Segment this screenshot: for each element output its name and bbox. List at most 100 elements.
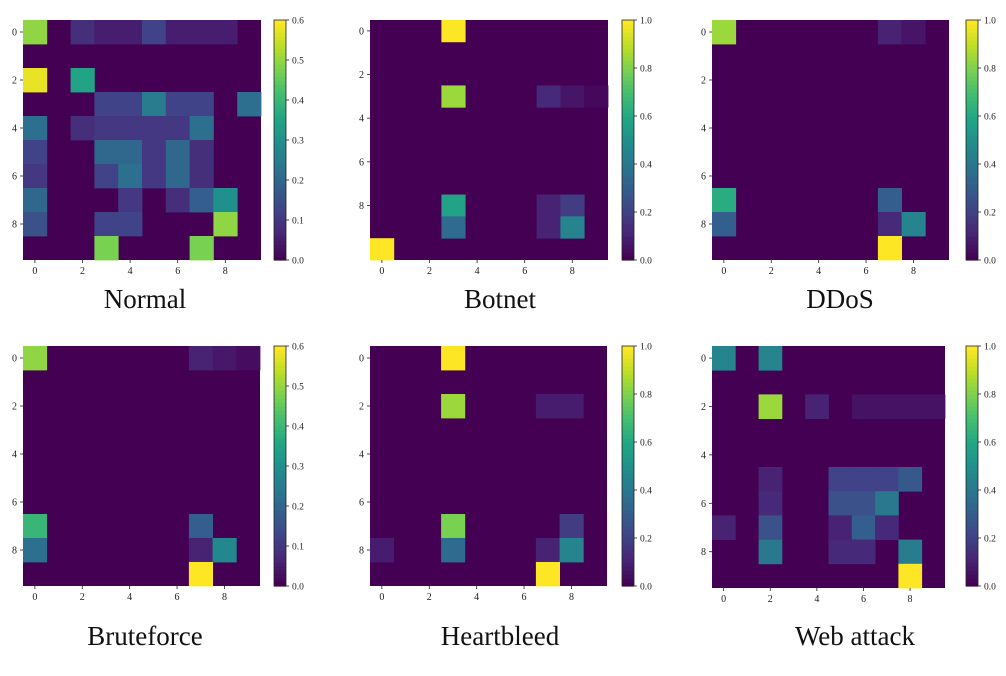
heatmap-cell-r8-c7 bbox=[535, 538, 560, 563]
colorbar-segment bbox=[274, 458, 286, 463]
colorbar-segment bbox=[622, 454, 634, 459]
heatmap-cell-r2-c7 bbox=[535, 394, 560, 419]
heatmap-cell-r9-c7 bbox=[188, 562, 213, 587]
colorbar-segment bbox=[622, 410, 634, 415]
heatmap-cell-r3-c3 bbox=[94, 92, 119, 117]
colorbar-segment bbox=[966, 402, 978, 407]
y-tick-label: 2 bbox=[359, 402, 364, 413]
heatmap-cell-r9-c7 bbox=[189, 236, 214, 261]
colorbar-segment bbox=[274, 530, 286, 535]
heatmap-cell-r8-c7 bbox=[536, 194, 561, 217]
heatmap-cell-r5-c5 bbox=[142, 140, 167, 165]
colorbar-segment bbox=[622, 32, 634, 37]
heatmap-cell-r0-c0 bbox=[23, 20, 48, 45]
colorbar-segment bbox=[966, 56, 978, 61]
colorbar-segment bbox=[622, 450, 634, 455]
heatmap-cell-r8-c7 bbox=[188, 538, 213, 563]
colorbar-segment bbox=[274, 56, 286, 61]
heatmap-cell-r4-c3 bbox=[94, 116, 119, 141]
colorbar-segment bbox=[622, 346, 634, 351]
colorbar-segment bbox=[966, 200, 978, 205]
colorbar-segment bbox=[622, 514, 634, 519]
heatmap-cell-r7-c0 bbox=[23, 188, 48, 213]
colorbar-segment bbox=[274, 414, 286, 419]
colorbar-segment bbox=[966, 80, 978, 85]
colorbar-segment bbox=[966, 104, 978, 109]
colorbar-segment bbox=[622, 350, 634, 355]
panel-caption: Normal bbox=[104, 284, 186, 314]
colorbar-segment bbox=[966, 410, 978, 415]
y-tick-label: 6 bbox=[701, 172, 706, 183]
colorbar-segment bbox=[966, 450, 978, 455]
x-tick-label: 2 bbox=[427, 592, 432, 603]
colorbar-segment bbox=[274, 248, 286, 253]
heatmap-cell-r0-c0 bbox=[23, 346, 48, 371]
colorbar-segment bbox=[966, 354, 978, 359]
colorbar-tick-label: 0.2 bbox=[984, 535, 996, 545]
colorbar-segment bbox=[274, 180, 286, 185]
colorbar-segment bbox=[274, 160, 286, 165]
colorbar-segment bbox=[274, 422, 286, 427]
heatmap-panel-web-attack: 0 2 4 6 8 0 2 4 6 8 0.0 0.2 0.4 0.6 0.8 1.0 Web attack bbox=[701, 343, 996, 652]
colorbar-segment bbox=[966, 442, 978, 447]
colorbar-segment bbox=[966, 550, 978, 555]
colorbar-segment bbox=[274, 80, 286, 85]
heatmap-cell-r7-c0 bbox=[712, 188, 737, 213]
colorbar-segment bbox=[966, 438, 978, 443]
colorbar-segment bbox=[966, 578, 978, 583]
colorbar-segment bbox=[622, 414, 634, 419]
colorbar-segment bbox=[622, 228, 634, 233]
heatmap-cell-r2-c0 bbox=[23, 68, 48, 93]
colorbar-segment bbox=[966, 570, 978, 575]
heatmap-cell-r7-c7 bbox=[877, 188, 902, 213]
colorbar-segment bbox=[622, 554, 634, 559]
colorbar-segment bbox=[274, 502, 286, 507]
colorbar-segment bbox=[966, 554, 978, 559]
heatmap-cell-r8-c0 bbox=[23, 538, 48, 563]
colorbar-segment bbox=[274, 442, 286, 447]
heatmap-cell-r9-c7 bbox=[536, 216, 561, 239]
colorbar-segment bbox=[966, 244, 978, 249]
colorbar-tick-label: 0.4 bbox=[292, 97, 304, 107]
colorbar-segment bbox=[274, 410, 286, 415]
colorbar-segment bbox=[622, 358, 634, 363]
heatmap-cell-r9-c8 bbox=[560, 216, 585, 239]
colorbar-segment bbox=[622, 24, 634, 29]
colorbar-segment bbox=[966, 366, 978, 371]
heatmap-cell-r6-c4 bbox=[118, 164, 143, 189]
colorbar-segment bbox=[274, 466, 286, 471]
colorbar-segment bbox=[274, 514, 286, 519]
colorbar-segment bbox=[274, 112, 286, 117]
x-tick-label: 8 bbox=[908, 594, 913, 605]
colorbar-tick-label: 0.4 bbox=[640, 487, 652, 497]
heatmap-cell-r6-c0 bbox=[23, 164, 48, 189]
colorbar-segment bbox=[622, 370, 634, 375]
colorbar-segment bbox=[622, 542, 634, 547]
y-tick-label: 2 bbox=[359, 70, 364, 81]
colorbar-segment bbox=[274, 562, 286, 567]
heatmap-cell-r8-c0 bbox=[23, 212, 48, 237]
colorbar-segment bbox=[274, 470, 286, 475]
colorbar-segment bbox=[274, 24, 286, 29]
heatmap-cell-r0-c7 bbox=[189, 20, 214, 45]
heatmap-cell-r10-c0 bbox=[370, 238, 395, 261]
colorbar-segment bbox=[274, 550, 286, 555]
colorbar-segment bbox=[966, 184, 978, 189]
colorbar-tick-label: 0.6 bbox=[640, 439, 652, 449]
colorbar-segment bbox=[622, 538, 634, 543]
colorbar-segment bbox=[966, 88, 978, 93]
colorbar-segment bbox=[622, 100, 634, 105]
colorbar-segment bbox=[966, 100, 978, 105]
colorbar-segment bbox=[622, 486, 634, 491]
colorbar-tick-label: 0.8 bbox=[984, 391, 996, 401]
x-tick-label: 2 bbox=[80, 266, 85, 277]
x-tick-label: 6 bbox=[864, 266, 869, 277]
panel-caption: Web attack bbox=[795, 621, 916, 651]
x-tick-label: 0 bbox=[721, 594, 726, 605]
colorbar-segment bbox=[966, 124, 978, 129]
colorbar-segment bbox=[966, 64, 978, 69]
heatmap-cell-r7-c7 bbox=[875, 515, 899, 540]
heatmap-cell-r8-c0 bbox=[370, 538, 395, 563]
colorbar-segment bbox=[622, 582, 634, 587]
